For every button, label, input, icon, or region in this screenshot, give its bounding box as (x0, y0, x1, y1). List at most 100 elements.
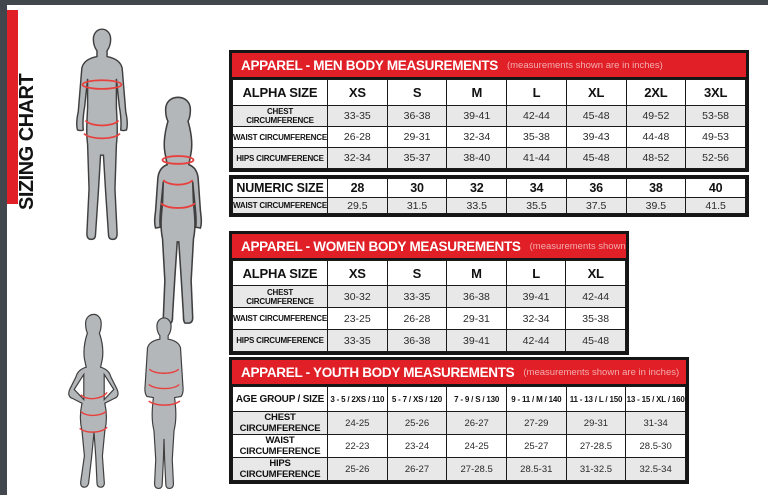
measurement-value: 39.5 (625, 197, 687, 214)
measurement-row: WAIST CIRCUMFERENCE 29.5 31.5 33.5 35.5 37.5 3… (232, 197, 746, 214)
row-label: WAIST CIRCUMFERENCE (232, 434, 328, 458)
measurement-value: 52-56 (685, 147, 746, 169)
measurement-value: 23-25 (327, 307, 388, 330)
measurement-value: 32.5-34 (625, 457, 686, 481)
measurement-value: 39-41 (505, 285, 567, 308)
measurement-value: 48-52 (625, 147, 687, 169)
measurement-value: 41.5 (685, 197, 746, 214)
youth-table-subtitle: (measurements shown are in inches) (523, 366, 680, 378)
waist-measure-line (80, 411, 107, 417)
measurement-value: 25-27 (505, 434, 567, 458)
measurement-value: 29-31 (386, 126, 448, 148)
measurement-value: 31.5 (386, 197, 448, 214)
measurement-value: 31-34 (625, 411, 686, 435)
men-table-title-bar: APPAREL - MEN BODY MEASUREMENTS (measure… (232, 53, 746, 79)
measurement-row: CHEST CIRCUMFERENCE 33-35 36-38 39-41 42-44 4… (232, 105, 746, 127)
hips-measure-line (148, 400, 181, 406)
measurement-value: 22-23 (327, 434, 388, 458)
numeric-grid: NUMERIC SIZE 28 30 32 34 36 38 40 WAIST CIRCUMFE… (232, 178, 746, 214)
measurement-value: 49-52 (625, 105, 687, 127)
hips-measure-line (79, 426, 108, 433)
measurement-value: 26-28 (386, 307, 448, 330)
column-header: XS (327, 260, 388, 286)
row-label: HIPS CIRCUMFERENCE (232, 329, 328, 352)
measurement-value: 23-24 (386, 434, 448, 458)
numeric-size-table: NUMERIC SIZE 28 30 32 34 36 38 40 WAIST CIRCUMFE… (229, 175, 749, 217)
measurement-value: 45-48 (565, 147, 627, 169)
column-header: XL (565, 79, 627, 106)
measurement-value: 25-26 (386, 411, 448, 435)
measurement-value: 26-27 (446, 411, 507, 435)
waist-measure-line (84, 119, 120, 127)
column-header: 32 (446, 178, 508, 198)
man-silhouette (76, 28, 128, 241)
measurement-value: 33-35 (327, 329, 388, 352)
youth-table-title: APPAREL - YOUTH BODY MEASUREMENTS (241, 364, 515, 380)
measurement-value: 28.5-30 (625, 434, 686, 458)
measurement-value: 24-25 (446, 434, 507, 458)
column-header: XS (327, 79, 388, 106)
men-table-title: APPAREL - MEN BODY MEASUREMENTS (241, 57, 498, 73)
measurement-value: 33-35 (327, 105, 388, 127)
measurement-value: 35-37 (386, 147, 448, 169)
hips-measure-line (160, 202, 196, 209)
measurement-value: 33.5 (446, 197, 508, 214)
measurement-value: 35.5 (506, 197, 567, 214)
row-label: WAIST CIRCUMFERENCE (232, 197, 328, 214)
women-table-title-bar: APPAREL - WOMEN BODY MEASUREMENTS (measu… (232, 234, 626, 260)
row-label: HIPS CIRCUMFERENCE (232, 147, 328, 169)
column-header: 7 - 9 / S / 130 (446, 386, 507, 412)
window-frame-left (0, 0, 7, 495)
column-header: L (505, 260, 567, 286)
women-table-title: APPAREL - WOMEN BODY MEASUREMENTS (241, 238, 521, 254)
row-label: HIPS CIRCUMFERENCE (232, 457, 328, 481)
column-header: 13 - 15 / XL / 160 (625, 386, 686, 412)
measurement-value: 37.5 (565, 197, 627, 214)
column-header: 40 (685, 178, 746, 198)
measurement-row: CHEST CIRCUMFERENCE 30-32 33-35 36-38 39-41 4… (232, 285, 626, 308)
column-header: S (386, 260, 448, 286)
youth-body-measurements-table: APPAREL - YOUTH BODY MEASUREMENTS (measu… (229, 357, 689, 484)
column-header: 28 (327, 178, 388, 198)
size-header-label: NUMERIC SIZE (232, 178, 328, 198)
column-header: M (446, 260, 507, 286)
waist-measure-line (162, 179, 194, 186)
men-body-measurements-table: APPAREL - MEN BODY MEASUREMENTS (measure… (229, 50, 749, 172)
measurement-value: 25-26 (327, 457, 388, 481)
measurement-value: 27-28.5 (565, 434, 627, 458)
youth-grid: AGE GROUP / SIZE 3 - 5 / 2XS / 110 5 - 7 /… (232, 386, 686, 481)
measurement-value: 44-48 (625, 126, 687, 148)
measurement-value: 33-35 (386, 285, 448, 308)
chest-measure-line (80, 391, 108, 400)
measurement-value: 27-29 (505, 411, 567, 435)
size-header-label: ALPHA SIZE (232, 260, 328, 286)
measurement-value: 31-32.5 (565, 457, 627, 481)
measurement-value: 35-38 (506, 126, 567, 148)
measurement-value: 39-41 (446, 329, 507, 352)
column-header: 9 - 11 / M / 140 (505, 386, 567, 412)
measurement-value: 39-43 (565, 126, 627, 148)
measurement-value: 45-48 (565, 105, 627, 127)
size-header-label: AGE GROUP / SIZE (232, 386, 328, 412)
measurement-value: 42-44 (565, 285, 626, 308)
column-header: 5 - 7 / XS / 120 (386, 386, 448, 412)
youth-table-title-bar: APPAREL - YOUTH BODY MEASUREMENTS (measu… (232, 360, 686, 386)
measurement-value: 29-31 (446, 307, 507, 330)
row-label: WAIST CIRCUMFERENCE (232, 126, 328, 148)
measurement-value: 53-58 (685, 105, 746, 127)
measurement-value: 38-40 (446, 147, 508, 169)
measurement-value: 36-38 (386, 329, 448, 352)
row-label: CHEST CIRCUMFERENCE (232, 285, 328, 308)
measurement-row: HIPS CIRCUMFERENCE 32-34 35-37 38-40 41-44 45… (232, 147, 746, 169)
column-header: M (446, 79, 508, 106)
measurement-value: 42-44 (506, 105, 567, 127)
measurement-value: 35-38 (565, 307, 626, 330)
measurement-value: 45-48 (565, 329, 626, 352)
measurement-value: 39-41 (446, 105, 508, 127)
window-frame-top (0, 0, 768, 5)
row-label: WAIST CIRCUMFERENCE (232, 307, 328, 330)
measurement-row: WAIST CIRCUMFERENCE 26-28 29-31 32-34 35-38 3… (232, 126, 746, 148)
measurement-value: 26-28 (327, 126, 388, 148)
measurement-value: 27-28.5 (446, 457, 507, 481)
